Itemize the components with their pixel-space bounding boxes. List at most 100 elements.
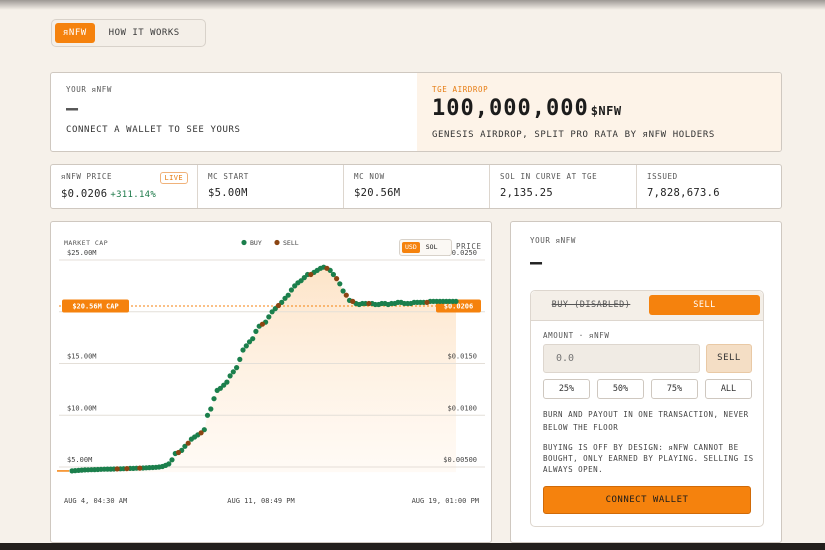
y-tick-label-right: $0.0150 xyxy=(447,353,477,361)
trade-box: BUY (DISABLED) SELL AMOUNT · ᴙNFW SELL 2… xyxy=(530,290,764,527)
buy-point xyxy=(246,339,253,345)
market-cap-chart-panel: $5.00M $0.00500 $10.00M $0.0100 $15.00M $0.01… xyxy=(50,221,492,543)
stat-mc-start: MC START $5.00M xyxy=(198,165,344,208)
connect-hint: CONNECT A WALLET TO SEE YOURS xyxy=(66,125,241,135)
sell-point xyxy=(259,321,265,327)
buy-point xyxy=(221,382,227,388)
buy-point xyxy=(340,288,346,294)
your-balance-label: YOUR ᴙNFW xyxy=(530,236,577,245)
buy-point xyxy=(279,299,285,305)
y-tick-label-right: $0.0250 xyxy=(447,249,477,257)
tab-how-it-works[interactable]: HOW IT WORKS xyxy=(108,28,180,38)
percent-25-button[interactable]: 25% xyxy=(543,379,590,399)
buy-point xyxy=(237,356,243,362)
buy-tab: BUY (DISABLED) xyxy=(551,300,631,310)
buy-point xyxy=(230,369,236,375)
sell-point xyxy=(275,302,282,309)
percent-50-button[interactable]: 50% xyxy=(597,379,644,399)
buy-point xyxy=(166,461,172,467)
sell-tab[interactable]: SELL xyxy=(649,295,760,315)
buy-point xyxy=(337,281,343,287)
price-change: +311.14% xyxy=(110,190,157,200)
buy-point xyxy=(201,427,207,433)
percent-75-button[interactable]: 75% xyxy=(651,379,698,399)
buy-point xyxy=(253,328,259,334)
price-value: $0.0206 xyxy=(61,188,108,200)
stat-value: $20.56M xyxy=(354,187,401,199)
your-balance-value: – xyxy=(530,250,543,274)
cap-tag-bg xyxy=(62,299,129,313)
sell-point xyxy=(334,276,340,282)
legend-buy-dot xyxy=(241,239,247,246)
airdrop-unit: $NFW xyxy=(590,104,622,118)
buy-point xyxy=(243,343,249,349)
sell-point xyxy=(308,271,314,278)
buy-point xyxy=(211,396,217,402)
currency-usd-button[interactable]: USD xyxy=(402,242,420,253)
buy-point xyxy=(234,365,240,371)
buy-point xyxy=(288,287,294,293)
price-axis-title: PRICE xyxy=(456,242,482,251)
sell-point xyxy=(114,466,120,472)
price-tag-label: $0.0206 xyxy=(444,302,474,310)
buy-point xyxy=(292,283,298,289)
stat-value: 7,828,673.6 xyxy=(647,187,720,199)
bottom-bar xyxy=(0,543,825,550)
amount-input[interactable] xyxy=(543,344,700,373)
your-balance-value: – xyxy=(66,96,79,120)
y-tick-label-left: $15.00M xyxy=(67,353,97,361)
amount-label: AMOUNT · ᴙNFW xyxy=(543,331,610,340)
buy-point xyxy=(182,443,188,449)
percent-all-button[interactable]: ALL xyxy=(705,379,752,399)
stat-value: 2,135.25 xyxy=(500,187,553,199)
airdrop-section: TGE AIRDROP 100,000,000 $NFW GENESIS AIRD… xyxy=(417,73,781,151)
y-tick-label-left: $10.00M xyxy=(67,404,97,412)
sell-point xyxy=(137,465,143,471)
amount-sell-button[interactable]: SELL xyxy=(706,344,752,373)
trade-tabs: BUY (DISABLED) SELL xyxy=(531,291,763,321)
buy-point xyxy=(453,298,459,304)
y-tick-label-left: $25.00M xyxy=(67,249,97,257)
percent-buttons: 25% 50% 75% ALL xyxy=(543,379,752,399)
connect-wallet-button[interactable]: CONNECT WALLET xyxy=(543,486,751,514)
sell-point xyxy=(124,466,130,472)
y-tick-label-left: $5.00M xyxy=(67,456,92,464)
stat-issued: ISSUED 7,828,673.6 xyxy=(637,165,781,208)
y-tick-label-right: $0.00500 xyxy=(443,456,477,464)
your-balance-section: YOUR ᴙNFW – CONNECT A WALLET TO SEE YOUR… xyxy=(51,73,417,151)
buy-point xyxy=(285,292,291,298)
buy-point xyxy=(208,406,214,412)
x-tick-label: AUG 4, 04:30 AM xyxy=(64,497,127,505)
legend-buy-label: BUY xyxy=(250,239,262,247)
legend-sell-label: SELL xyxy=(283,239,299,247)
sell-point xyxy=(175,449,182,456)
y-axis-title: MARKET CAP xyxy=(64,239,108,247)
stat-label: SOL IN CURVE AT TGE xyxy=(500,172,598,181)
top-shadow xyxy=(0,0,825,10)
buy-point xyxy=(169,457,175,463)
stats-bar: ᴙNFW PRICE $0.0206 +311.14% LIVE MC START… xyxy=(50,164,782,209)
currency-sol-button[interactable]: SOL xyxy=(425,243,438,251)
x-tick-label: AUG 11, 08:49 PM xyxy=(227,497,294,505)
market-cap-chart: $5.00M $0.00500 $10.00M $0.0100 $15.00M $0.01… xyxy=(57,239,485,505)
sell-point xyxy=(350,298,356,304)
tab-rnfw[interactable]: ᴙNFW xyxy=(55,23,95,43)
airdrop-label: TGE AIRDROP xyxy=(432,85,489,94)
sell-point xyxy=(366,300,372,307)
sell-point xyxy=(343,292,349,298)
buy-point xyxy=(224,379,230,385)
buying-disabled-note: BUYING IS OFF BY DESIGN: ᴙNFW CANNOT BE … xyxy=(543,443,754,474)
chart-area-fill xyxy=(72,267,456,473)
stat-price: ᴙNFW PRICE $0.0206 +311.14% LIVE xyxy=(51,165,198,208)
sell-point xyxy=(185,440,191,446)
sell-point xyxy=(198,430,204,436)
airdrop-amount: 100,000,000 $NFW xyxy=(432,96,768,124)
buy-point xyxy=(272,306,278,312)
buy-point xyxy=(282,295,288,301)
buy-point xyxy=(269,309,275,315)
sell-point xyxy=(424,299,430,305)
y-tick-label-right: $0.0100 xyxy=(447,404,477,412)
stat-label: MC START xyxy=(208,172,249,181)
buy-point xyxy=(250,336,256,342)
currency-toggle: USD SOL xyxy=(399,239,452,256)
